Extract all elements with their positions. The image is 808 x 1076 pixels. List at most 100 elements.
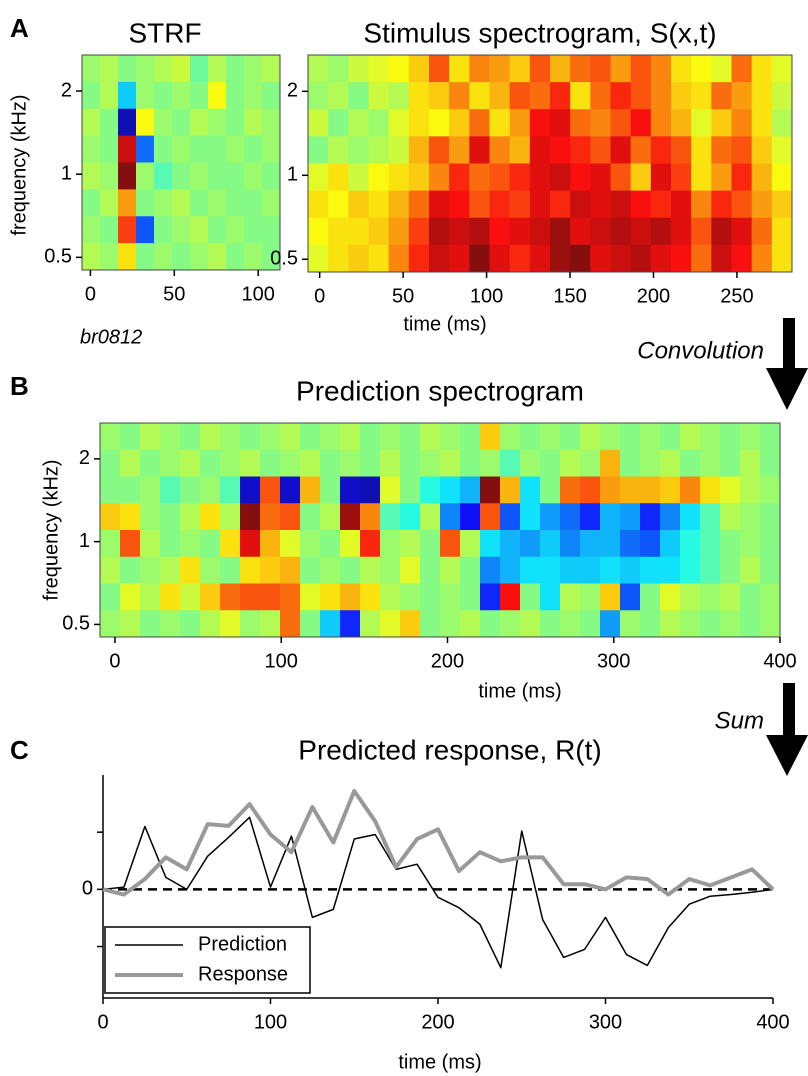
y-tick-label: 0.5 — [62, 613, 90, 635]
heatmap-cell — [118, 243, 137, 271]
heatmap-cell — [200, 530, 221, 558]
y-tick-label: 2 — [79, 447, 90, 469]
arrow-label: Sum — [715, 707, 764, 734]
heatmap-cell — [380, 423, 401, 451]
heatmap-cell — [540, 449, 561, 477]
heatmap-cell — [180, 556, 201, 584]
heatmap-cell — [140, 530, 161, 558]
heatmap-cell — [449, 163, 470, 192]
heatmap-cell — [360, 449, 381, 477]
heatmap-cell — [190, 216, 209, 244]
heatmap-cell — [760, 476, 781, 504]
heatmap-cell — [469, 217, 490, 246]
heatmap-cell — [136, 189, 155, 217]
heatmap-cell — [610, 244, 632, 273]
heatmap-cell — [190, 135, 209, 163]
heatmap-cell — [700, 449, 721, 477]
heatmap-cell — [226, 243, 245, 271]
heatmap-cell — [262, 162, 281, 190]
heatmap-cell — [580, 583, 601, 611]
heatmap-cell — [140, 476, 161, 504]
heatmap-cell — [489, 82, 511, 110]
heatmap-cell — [368, 55, 390, 83]
heatmap-cell — [480, 423, 501, 451]
heatmap-cell — [118, 108, 137, 137]
heatmap-cell — [328, 163, 349, 192]
heatmap-cell — [240, 503, 261, 531]
series-line — [102, 789, 775, 897]
heatmap-cell — [760, 423, 781, 451]
heatmap-cell — [590, 163, 611, 192]
heatmap-cell — [711, 136, 732, 164]
heatmap-cell — [100, 449, 121, 477]
heatmap-cell — [328, 136, 349, 164]
heatmap-cell — [671, 163, 692, 192]
heatmap-cell — [280, 610, 301, 638]
heatmap-cell — [360, 476, 381, 504]
heatmap-cell — [100, 530, 121, 558]
y-axis-label: frequency (kHz) — [40, 459, 62, 600]
heatmap-cell — [460, 449, 481, 477]
heatmap-cell — [360, 610, 381, 638]
heatmap-cell — [100, 610, 121, 638]
heatmap-cell — [100, 583, 121, 611]
heatmap-cell — [160, 530, 181, 558]
heatmap-cell — [320, 449, 341, 477]
heatmap-cell — [671, 190, 692, 219]
heatmap-cell — [610, 82, 632, 110]
heatmap-cell — [190, 81, 209, 110]
heatmap-cell — [720, 583, 741, 611]
heatmap-cell — [660, 423, 681, 451]
heatmap-cell — [100, 189, 119, 217]
heatmap-cell — [480, 530, 501, 558]
heatmap-cell — [570, 244, 591, 273]
heatmap-cell — [280, 449, 301, 477]
heatmap-cell — [460, 476, 481, 504]
heatmap-cell — [244, 108, 263, 137]
heatmap-cell — [469, 244, 490, 273]
heatmap-cell — [208, 55, 227, 83]
x-tick-label: 200 — [421, 1011, 454, 1033]
heatmap — [82, 55, 281, 271]
heatmap-cell — [140, 556, 161, 584]
heatmap-cell — [630, 163, 652, 192]
heatmap-cell — [244, 55, 263, 83]
heatmap-cell — [208, 108, 227, 137]
heatmap-cell — [760, 583, 781, 611]
heatmap-cell — [400, 449, 421, 477]
heatmap-cell — [82, 81, 101, 110]
heatmap-cell — [711, 244, 732, 273]
heatmap-cell — [240, 610, 261, 638]
heatmap-cell — [260, 556, 281, 584]
heatmap-cell — [509, 82, 531, 110]
heatmap-cell — [560, 610, 581, 638]
heatmap-cell — [751, 217, 773, 246]
heatmap-cell — [640, 610, 661, 638]
heatmap-cell — [711, 217, 732, 246]
heatmap-cell — [280, 583, 301, 611]
heatmap-cell — [154, 243, 173, 271]
heatmap-cell — [560, 476, 581, 504]
plot-frame — [99, 422, 781, 638]
heatmap-cell — [180, 610, 201, 638]
heatmap-cell — [610, 55, 632, 83]
heatmap-cell — [480, 503, 501, 531]
heatmap-cell — [529, 190, 551, 219]
heatmap-cell — [660, 476, 681, 504]
heatmap-cell — [700, 610, 721, 638]
heatmap-cell — [388, 82, 410, 110]
heatmap-cell — [460, 610, 481, 638]
heatmap-cell — [172, 135, 191, 163]
heatmap-cell — [540, 503, 561, 531]
heatmap-cell — [691, 55, 712, 83]
heatmap-cell — [172, 81, 191, 110]
heatmap-cell — [408, 190, 430, 219]
heatmap-cell — [560, 556, 581, 584]
heatmap-cell — [711, 163, 732, 192]
heatmap-cell — [570, 55, 591, 83]
heatmap-cell — [400, 610, 421, 638]
heatmap-cell — [469, 55, 490, 83]
heatmap-cell — [700, 530, 721, 558]
heatmap-cell — [691, 109, 712, 137]
